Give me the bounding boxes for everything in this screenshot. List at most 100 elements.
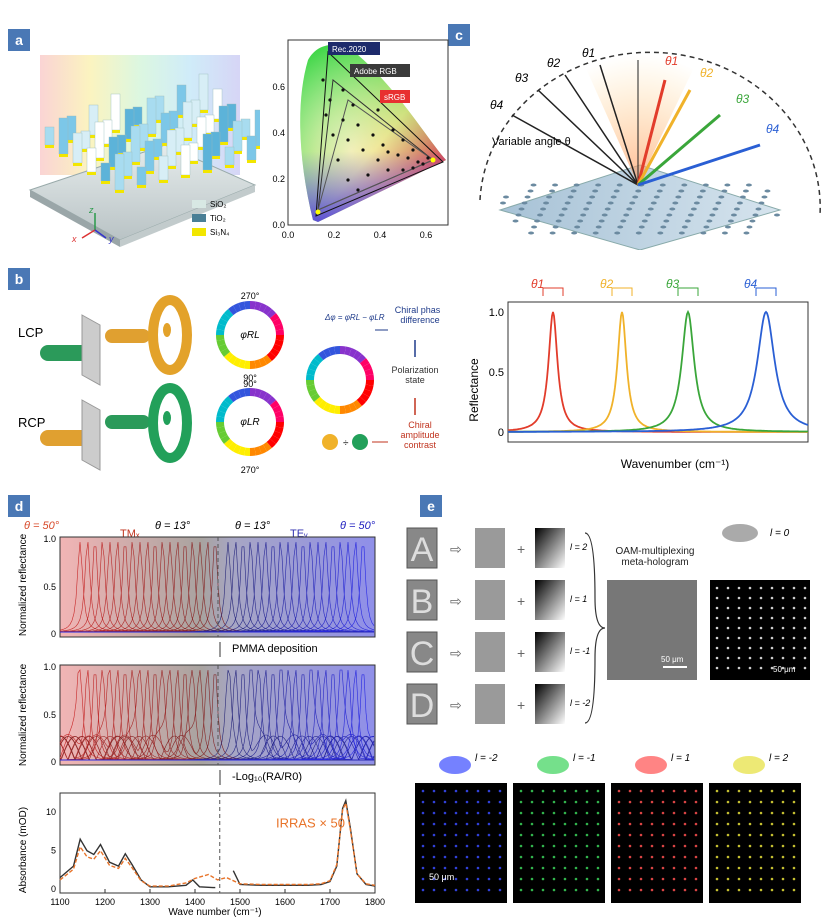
reflected-theta2: θ2: [700, 66, 714, 80]
oam-beam-icon: [439, 756, 471, 774]
incident-theta2: θ2: [547, 56, 561, 70]
reflectance-series-θ3: [508, 309, 808, 433]
top-ytick-0: 0: [51, 629, 56, 639]
orange-dot: [322, 434, 338, 450]
reflectance-series-θ2: [508, 311, 808, 433]
color-point: [411, 166, 415, 170]
rec2020-label: Rec.2020: [332, 45, 367, 54]
absorbance-frame: [59, 792, 376, 894]
letter-target: [406, 527, 438, 569]
d-mid-right: θ = 13°: [235, 520, 271, 532]
panel-label-a: a: [8, 29, 30, 51]
log-step: -Log₁₀(RA/R0): [232, 771, 302, 783]
phase-map: [475, 684, 505, 724]
abs-ylabel: Absorbance (mOD): [18, 807, 29, 893]
cie-xtick-1: 0.2: [328, 230, 341, 240]
svg-text:÷: ÷: [343, 438, 349, 449]
mid-ytick-0: 0: [51, 757, 56, 767]
color-point: [426, 156, 430, 160]
nanopillar: [44, 126, 55, 146]
d-mid-left: θ = 13°: [155, 520, 191, 532]
color-point: [341, 118, 345, 122]
incident-theta3: θ3: [515, 71, 529, 85]
svg-text:+: +: [517, 593, 525, 609]
legend-tio2: TiO₂: [210, 214, 226, 223]
nanopillar: [130, 125, 141, 163]
cie-ytick-0: 0.0: [272, 220, 285, 230]
color-point: [396, 153, 400, 157]
oam-beam-icon: [537, 756, 569, 774]
reflectance-chart: 0 0.5 1.0 θ1 θ2 θ3 θ4 Reflectance Wavenumber (…: [467, 277, 809, 471]
nanopillar: [94, 121, 105, 159]
letter-target: [406, 631, 438, 673]
nanopillar: [116, 134, 127, 154]
svg-text:⇨: ⇨: [450, 541, 462, 557]
nanopillar: [168, 110, 179, 130]
l0-reconstruction: [710, 580, 810, 680]
polarization-ring: [306, 346, 374, 414]
hologram-title: OAM-multiplexing meta-hologram: [615, 546, 695, 568]
l0-label: l = 0: [770, 528, 790, 539]
ring1-top: 270°: [241, 291, 260, 301]
svg-text:+: +: [517, 697, 525, 713]
reconstruction-l-label: l = 2: [769, 753, 789, 764]
rec2020-triangle: [315, 50, 444, 217]
absorbance-series: [59, 837, 216, 889]
brace: [584, 532, 606, 724]
color-point: [381, 143, 385, 147]
l-value: l = 1: [570, 594, 587, 604]
axis-z-label: z: [88, 205, 94, 215]
srgb-label: sRGB: [384, 93, 405, 102]
top-ytick-2: 1.0: [43, 534, 56, 544]
lcp-output-beam: [105, 329, 150, 343]
nanopillar: [224, 146, 235, 166]
phase-ring-rl: [216, 301, 284, 369]
top-ylabel: Normalized reflectance: [18, 533, 29, 636]
reconstruction-image: [513, 783, 605, 903]
letter-A: A: [411, 531, 434, 569]
variable-angle-label: Variable angle θ: [492, 136, 571, 148]
cie-xtick-3: 0.6: [420, 230, 433, 240]
reflectance-xlabel: Wavenumber (cm⁻¹): [621, 457, 730, 471]
color-point: [406, 156, 410, 160]
cie-ytick-3: 0.6: [272, 82, 285, 92]
color-point: [356, 123, 360, 127]
reflectance-legend: θ2: [600, 277, 614, 291]
d-right-angle: θ = 50°: [340, 520, 376, 532]
reflectance-ytick: 0: [498, 427, 504, 439]
spectrum-line: [60, 546, 375, 633]
top-ytick-1: 0.5: [43, 582, 56, 592]
absorbance-xtick: 1500: [230, 897, 250, 907]
ring2-bottom: 270°: [241, 465, 260, 475]
formula: Δφ = φRL − φLR: [324, 313, 385, 322]
oam-beam-icon: [635, 756, 667, 774]
nanopillar: [132, 106, 143, 126]
color-point: [356, 188, 360, 192]
absorbance-ytick: 10: [46, 807, 56, 817]
color-point: [324, 113, 328, 117]
color-point: [391, 128, 395, 132]
absorbance-xtick: 1400: [185, 897, 205, 907]
color-point: [346, 178, 350, 182]
color-point: [366, 173, 370, 177]
ring2-top: 90°: [243, 379, 257, 389]
nanopillar: [158, 155, 169, 181]
chiral-amp-label: Chiral amplitude contrast: [400, 420, 440, 450]
phase-map: [475, 580, 505, 620]
l-value: l = -1: [570, 646, 590, 656]
angle-arc: [479, 51, 821, 216]
incident-theta1: θ1: [582, 46, 595, 60]
reflectance-legend: θ3: [666, 277, 680, 291]
lcp-orange-ring: [148, 295, 192, 375]
material-legend: SiO₂ TiO₂ Si₃N₄: [192, 200, 229, 237]
color-point: [401, 138, 405, 142]
axis-x-label: x: [71, 234, 77, 244]
reflectance-series-θ4: [508, 310, 809, 433]
cie-ytick-1: 0.2: [272, 174, 285, 184]
panel-e-holography: A ⇨ + l = 2 B ⇨ + l = 1 C ⇨ + l = -1 D ⇨ + l = -2 OAM-m…: [406, 524, 810, 903]
l0-beam-icon: [722, 524, 758, 542]
absorbance-ytick: 0: [51, 884, 56, 894]
svg-text:⇨: ⇨: [450, 593, 462, 609]
nanopillar: [232, 120, 243, 152]
letter-target: [406, 579, 438, 621]
